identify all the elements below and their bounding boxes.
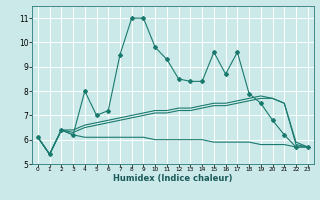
X-axis label: Humidex (Indice chaleur): Humidex (Indice chaleur): [113, 174, 233, 183]
